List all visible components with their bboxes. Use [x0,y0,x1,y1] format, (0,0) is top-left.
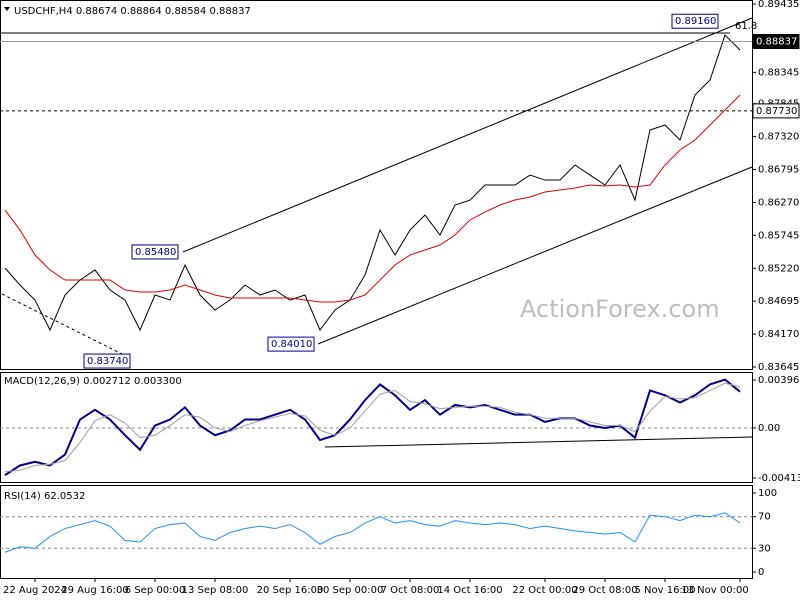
price-box [752,33,800,49]
y-tick-label: 0.00 [758,423,780,434]
y-tick-label: 0.89435 [758,0,799,10]
y-tick-label: -0.004136 [758,473,800,484]
watermark: ActionForex.com [520,295,720,323]
y-tick-label: 30 [758,543,771,554]
y-tick-label: 100 [758,488,777,499]
annotation-label: 0.89160 [675,16,716,27]
y-tick-label: 0.85220 [758,263,799,274]
x-tick-label: 29 Oct 08:00 [572,585,637,596]
rsi-panel [0,485,753,579]
x-tick-label: 20 Sep 16:00 [257,585,324,596]
y-tick-label: 0.83645 [758,362,799,373]
y-tick-label: 0.84695 [758,296,799,307]
y-tick-label: 0.85745 [758,230,799,241]
price-box [752,103,800,119]
x-tick-label: 30 Sep 00:00 [317,585,384,596]
x-tick-label: 7 Oct 08:00 [381,585,440,596]
annotation-box [267,336,315,352]
y-tick-label: 0.88345 [758,67,799,78]
channel-lower [317,166,753,345]
price-box-label: 0.88837 [756,36,797,47]
y-tick-label: 0.86795 [758,165,799,176]
annotation-label: 0.84010 [271,339,312,350]
series-line [4,512,741,553]
fib-label: 61.8 [735,21,757,32]
x-tick-label: 29 Aug 16:00 [61,585,128,596]
series-line [4,94,741,303]
y-tick-label: 70 [758,512,771,523]
annotation-label: 0.83740 [87,356,128,367]
macd-title: MACD(12,26,9) 0.002712 0.003300 [4,376,182,387]
annotation-box [83,353,131,369]
x-tick-label: 5 Nov 16:00 [634,585,695,596]
annotation-label: 0.85480 [135,247,176,258]
series-line [4,382,741,473]
x-tick-label: 14 Oct 16:00 [437,585,502,596]
price-box-label: 0.87730 [756,106,797,117]
series-line [4,34,741,332]
annotation-box [131,244,179,260]
macd-trend [324,436,753,448]
y-tick-label: 0.87320 [758,132,799,143]
symbol-arrow [4,7,10,11]
x-tick-label: 6 Sep 00:00 [125,585,185,596]
x-tick-label: 22 Oct 00:00 [512,585,577,596]
rsi-title: RSI(14) 62.0532 [4,491,85,502]
y-tick-label: 0 [758,567,764,578]
x-tick-label: 22 Aug 2024 [3,585,67,596]
price-title: USDCHF,H4 0.88674 0.88864 0.88584 0.8883… [14,6,251,17]
x-tick-label: 13 Sep 08:00 [182,585,249,596]
annotation-box [671,13,719,29]
y-tick-label: 0.84170 [758,329,799,340]
channel-upper [182,17,753,253]
y-tick-label: 0.86270 [758,197,799,208]
price-panel [0,0,753,370]
x-tick-label: 13 Nov 00:00 [681,585,748,596]
y-tick-label: 0.003965 [758,375,800,386]
